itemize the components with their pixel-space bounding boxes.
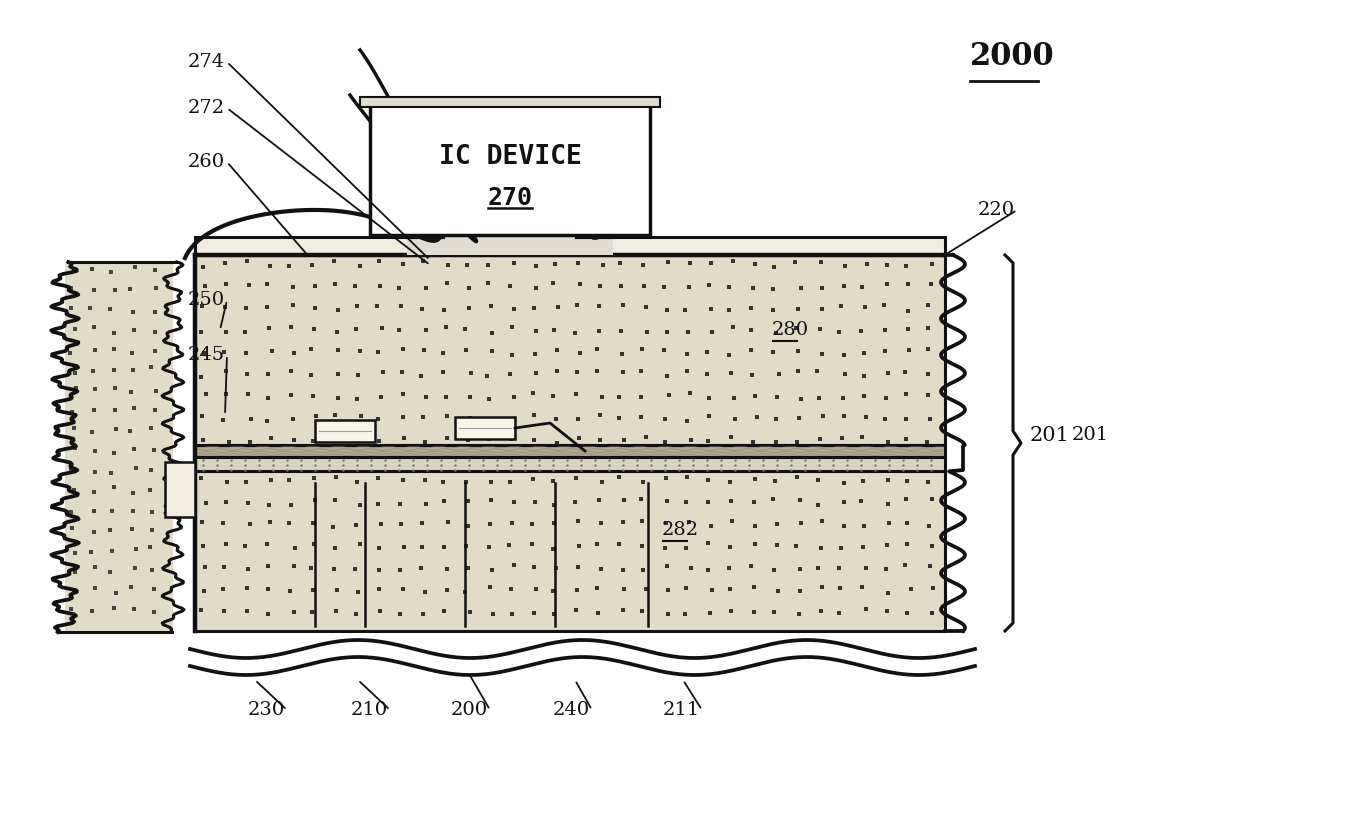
Bar	[407, 237, 613, 255]
Text: 230: 230	[247, 701, 285, 719]
Bar	[195, 237, 945, 255]
Bar	[195, 457, 945, 471]
Bar	[66, 262, 173, 632]
Text: 210: 210	[351, 701, 388, 719]
Bar	[195, 255, 945, 445]
Text: IC DEVICE: IC DEVICE	[438, 144, 582, 170]
Text: 260: 260	[189, 153, 225, 171]
Text: 250: 250	[189, 291, 225, 309]
Text: 245: 245	[189, 346, 225, 364]
Text: 201: 201	[1030, 426, 1070, 444]
Bar	[455, 417, 515, 439]
Text: 272: 272	[189, 99, 225, 117]
Text: 201: 201	[1071, 426, 1109, 444]
Bar	[165, 462, 195, 517]
Text: 211: 211	[663, 701, 699, 719]
Text: 270: 270	[488, 186, 533, 210]
Text: 282: 282	[661, 521, 698, 539]
Text: 200: 200	[451, 701, 488, 719]
Text: 280: 280	[772, 321, 809, 339]
Text: 2000: 2000	[970, 41, 1055, 72]
Bar	[370, 105, 650, 235]
Text: 240: 240	[553, 701, 590, 719]
Bar	[361, 97, 660, 107]
Text: 220: 220	[978, 201, 1015, 219]
Bar	[195, 445, 945, 457]
Text: 274: 274	[189, 53, 225, 71]
Bar	[316, 420, 376, 442]
Bar	[195, 471, 945, 631]
